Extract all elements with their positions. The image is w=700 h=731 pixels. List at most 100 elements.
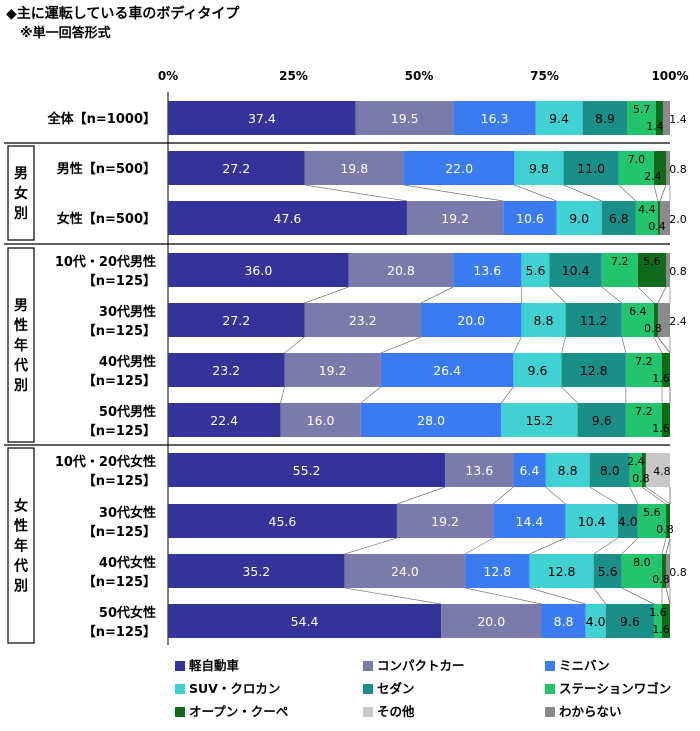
legend-swatch (175, 661, 185, 671)
data-label: 19.2 (431, 514, 459, 529)
bar-segment (565, 303, 622, 337)
connector-line (653, 336, 663, 354)
data-label: 54.4 (291, 614, 319, 629)
data-label: 0.4 (648, 220, 666, 233)
group-box (7, 247, 35, 443)
bar-segment (665, 151, 670, 185)
bar-segment (465, 554, 530, 588)
category-label: 40代男性【n=125】 (83, 354, 156, 389)
legend-label: コンパクトカー (377, 658, 465, 673)
connector-line (529, 587, 586, 605)
data-label: 8.8 (554, 614, 574, 629)
legend-label: ステーションワゴン (559, 681, 672, 696)
data-label: 20.8 (387, 263, 415, 278)
data-label: 27.2 (222, 161, 250, 176)
data-label: 7.2 (635, 405, 653, 418)
bar-segment (665, 253, 670, 287)
connector-line (396, 486, 446, 505)
category-label: 40代女性【n=125】 (83, 555, 156, 590)
connector-line (629, 486, 639, 505)
bar-segment (657, 303, 670, 337)
legend-swatch (545, 684, 555, 694)
data-label: 13.6 (465, 463, 493, 478)
bar-segment (565, 504, 618, 538)
connector-line (304, 184, 408, 202)
data-label: 9.6 (528, 363, 548, 378)
legend-label: ミニバン (559, 658, 610, 673)
bar-segment (503, 201, 557, 235)
legend-label: SUV・クロカン (189, 681, 281, 696)
data-label: 0.8 (669, 265, 687, 278)
bar-segment (577, 403, 626, 437)
bar-segment (637, 504, 666, 538)
connector-line (304, 286, 349, 304)
bar-segment (653, 604, 662, 638)
data-label: 24.0 (391, 564, 419, 579)
data-label: 4.8 (653, 465, 671, 478)
data-label: 11.2 (580, 313, 608, 328)
bar-segment (514, 151, 564, 185)
data-label: 23.2 (212, 363, 240, 378)
connector-line (360, 386, 382, 404)
connector-line (621, 587, 655, 605)
connector-line (344, 537, 398, 555)
category-label: 10代・20代男性【n=125】 (55, 254, 156, 289)
data-label: 47.6 (274, 211, 302, 226)
connector-line (645, 486, 671, 505)
bar-segment (585, 604, 606, 638)
connector-line (380, 336, 422, 354)
bar-segment (535, 101, 583, 135)
bar-segment (637, 253, 666, 287)
bar-segment (529, 554, 594, 588)
connector-line (465, 587, 542, 605)
connector-line (589, 486, 618, 505)
x-tick-label: 100% (651, 69, 688, 83)
data-label: 1.6 (652, 422, 670, 435)
connector-line (659, 184, 667, 202)
data-label: 7.0 (628, 153, 646, 166)
data-label: 2.4 (627, 455, 645, 468)
data-label: 0.8 (644, 322, 662, 335)
data-label: 12.8 (580, 363, 608, 378)
connector-line (549, 286, 566, 304)
data-label: 16.0 (307, 413, 335, 428)
connector-line (561, 336, 566, 354)
legend-item: SUV・クロカン (175, 678, 280, 697)
data-label: 0.8 (669, 163, 687, 176)
data-label: 4.4 (638, 203, 656, 216)
bar-segment (168, 303, 305, 337)
bar-segment (556, 201, 602, 235)
data-label: 22.0 (445, 161, 473, 176)
legend-swatch (545, 707, 555, 717)
connector-line (420, 286, 454, 304)
bar-segment (396, 504, 494, 538)
bar-segment (563, 151, 619, 185)
connector-line (653, 184, 659, 202)
chart-subtitle: ※単一回答形式 (20, 26, 111, 41)
bar-segment (561, 353, 626, 387)
bar-segment (635, 201, 658, 235)
connector-line (545, 486, 566, 505)
connector-line (621, 537, 639, 555)
data-label: 0.8 (632, 472, 650, 485)
data-label: 19.2 (319, 363, 347, 378)
category-label: 全体【n=1000】 (47, 111, 156, 127)
data-label: 36.0 (244, 263, 272, 278)
legend-label: 軽自動車 (189, 658, 240, 673)
bar-segment (621, 303, 654, 337)
bar-segment (441, 604, 542, 638)
bar-segment (304, 151, 404, 185)
data-label: 10.6 (516, 211, 544, 226)
legend-label: セダン (377, 681, 415, 696)
chart-title: ◆主に運転している車のボディタイプ (6, 6, 240, 22)
group-box (7, 447, 35, 644)
x-tick-label: 75% (530, 69, 559, 83)
legend-item: わからない (545, 701, 622, 720)
data-label: 26.4 (433, 363, 461, 378)
data-label: 10.4 (578, 514, 606, 529)
bar-segment (344, 554, 466, 588)
legend-label: その他 (377, 704, 415, 719)
data-label: 1.6 (652, 623, 670, 636)
data-label: 11.0 (577, 161, 605, 176)
data-label: 1.4 (669, 113, 687, 126)
